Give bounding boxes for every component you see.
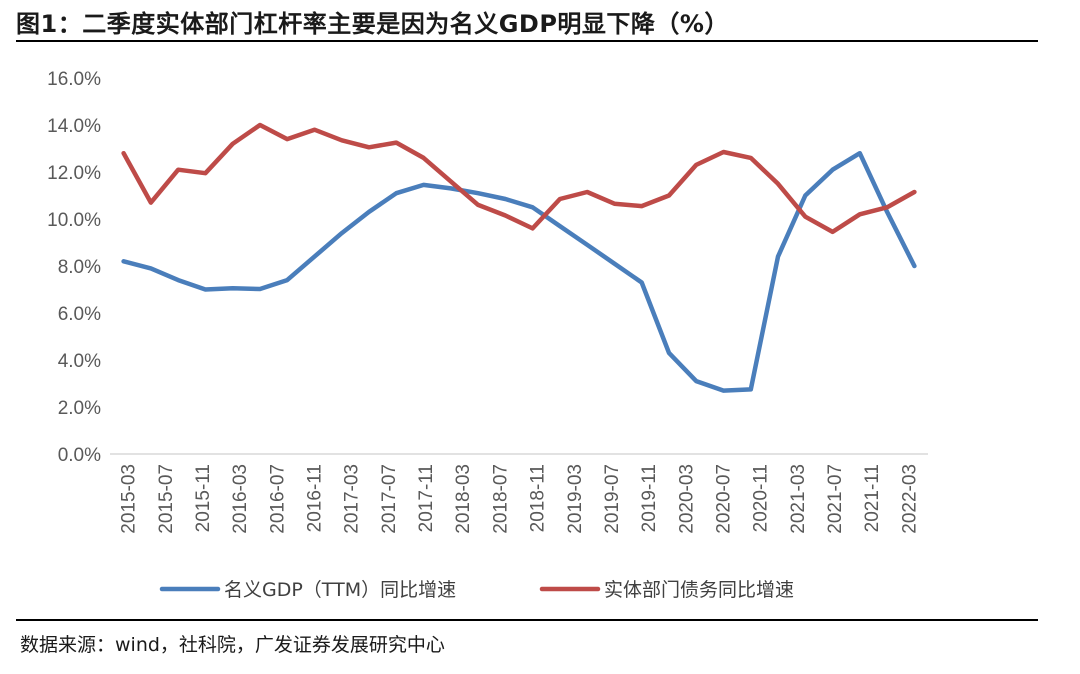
x-tick-label: 2015-07 bbox=[156, 464, 177, 534]
y-tick-label: 4.0% bbox=[58, 351, 101, 372]
x-tick-label: 2016-03 bbox=[230, 464, 251, 534]
x-tick-label: 2020-07 bbox=[714, 464, 735, 534]
x-tick-label: 2018-07 bbox=[490, 464, 511, 534]
title-rule bbox=[16, 40, 1038, 42]
x-tick-label: 2022-03 bbox=[899, 464, 920, 534]
x-tick-label: 2016-11 bbox=[305, 464, 326, 532]
x-tick-label: 2020-03 bbox=[676, 464, 697, 534]
y-tick-label: 14.0% bbox=[47, 116, 101, 137]
x-tick-label: 2019-03 bbox=[565, 464, 586, 534]
figure-title: 图1：二季度实体部门杠杆率主要是因为名义GDP明显下降（%） bbox=[16, 10, 729, 38]
x-tick-label: 2019-11 bbox=[639, 464, 660, 532]
x-tick-label: 2020-11 bbox=[751, 464, 772, 532]
y-axis-ticks: 0.0% 2.0% 4.0% 6.0% 8.0% 10.0% 12.0% 14.0% 16.0% bbox=[47, 69, 101, 466]
x-tick-label: 2015-11 bbox=[193, 464, 214, 532]
debt-growth-line bbox=[121, 122, 917, 235]
x-tick-label: 2021-11 bbox=[862, 464, 883, 532]
legend: 名义GDP（TTM）同比增速 实体部门债务同比增速 bbox=[159, 579, 794, 601]
x-tick-label: 2015-03 bbox=[119, 464, 140, 534]
x-tick-label: 2017-07 bbox=[379, 464, 400, 534]
source-note: 数据来源：wind，社科院，广发证券发展研究中心 bbox=[20, 634, 445, 656]
x-tick-label: 2019-07 bbox=[602, 464, 623, 534]
y-tick-label: 6.0% bbox=[58, 304, 101, 325]
y-tick-label: 2.0% bbox=[58, 398, 101, 419]
y-tick-label: 16.0% bbox=[47, 69, 101, 90]
source-rule bbox=[16, 619, 1038, 621]
y-tick-label: 8.0% bbox=[58, 257, 101, 278]
x-axis: 2015-03 2015-07 2015-11 2016-03 2016-07 2016-… bbox=[110, 453, 928, 534]
x-tick-label: 2021-03 bbox=[788, 464, 809, 534]
x-tick-label: 2017-03 bbox=[342, 464, 363, 534]
y-tick-label: 10.0% bbox=[47, 210, 101, 231]
x-tick-label: 2017-11 bbox=[416, 464, 437, 532]
legend-label: 实体部门债务同比增速 bbox=[604, 579, 794, 601]
x-tick-label: 2021-07 bbox=[825, 464, 846, 534]
x-tick-label: 2018-11 bbox=[528, 464, 549, 532]
x-tick-label: 2016-07 bbox=[267, 464, 288, 534]
gdp-growth-line bbox=[121, 150, 917, 393]
x-tick-label: 2018-03 bbox=[453, 464, 474, 534]
series-lines bbox=[121, 122, 917, 393]
y-tick-label: 0.0% bbox=[58, 445, 101, 466]
y-tick-label: 12.0% bbox=[47, 163, 101, 184]
legend-label: 名义GDP（TTM）同比增速 bbox=[224, 579, 456, 601]
